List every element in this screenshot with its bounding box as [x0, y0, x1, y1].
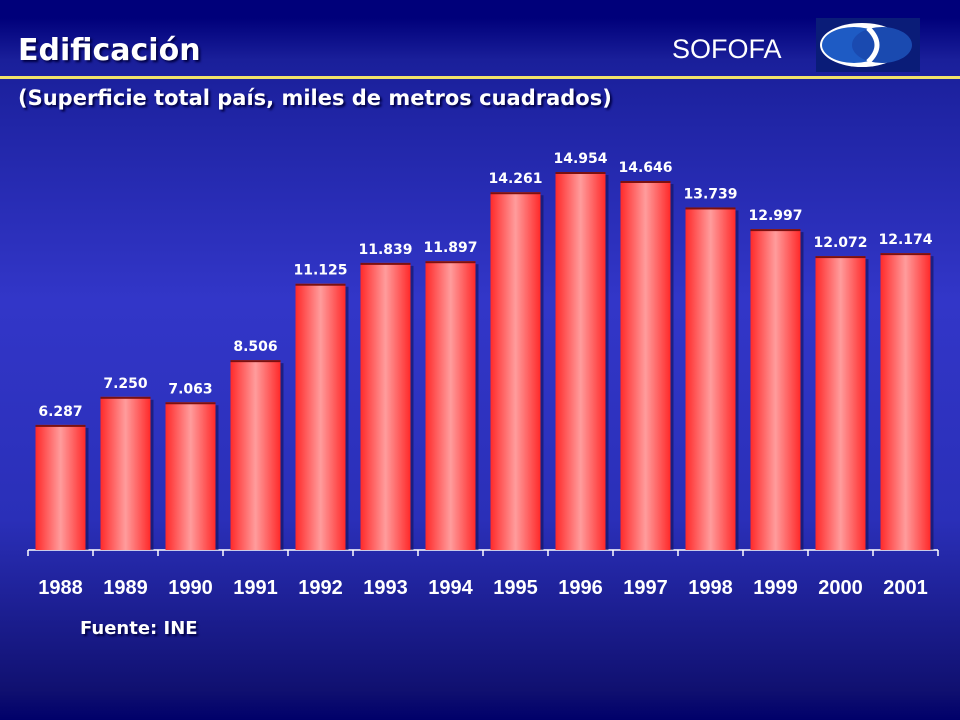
bar-top-edge	[425, 261, 476, 264]
x-tick-label: 1988	[38, 577, 83, 599]
chart-subtitle: (Superficie total país, miles de metros …	[18, 86, 612, 110]
data-label: 14.646	[618, 160, 672, 176]
bar-top-edge	[685, 207, 736, 210]
bar-top-edge	[620, 180, 671, 183]
source-note: Fuente: INE	[80, 618, 198, 639]
x-tick-label: 1998	[688, 577, 733, 599]
bar-top-edge	[555, 172, 606, 174]
x-tick-label: 1997	[623, 577, 668, 599]
data-label: 11.839	[358, 242, 412, 258]
bar	[685, 207, 736, 550]
data-label: 13.739	[683, 186, 737, 202]
bar-top-edge	[360, 262, 411, 265]
data-label: 7.063	[168, 381, 212, 397]
bar	[100, 396, 151, 550]
x-tick-label: 2001	[883, 577, 928, 599]
data-label: 12.072	[813, 235, 867, 251]
bar-top-edge	[815, 256, 866, 259]
x-tick-label: 1995	[493, 577, 538, 599]
bar	[880, 253, 931, 550]
data-label: 6.287	[38, 404, 82, 420]
bar-top-edge	[490, 192, 541, 195]
page-title: Edificación	[18, 33, 201, 68]
header-divider	[0, 76, 960, 79]
bar-top-edge	[100, 396, 151, 399]
data-label: 12.997	[748, 208, 802, 224]
sofofa-logo-icon	[816, 18, 920, 72]
bar	[815, 256, 866, 550]
data-label: 8.506	[233, 339, 277, 355]
data-label: 11.125	[293, 263, 347, 279]
bar-top-edge	[750, 229, 801, 232]
bar	[620, 180, 671, 550]
x-tick-label: 1990	[168, 577, 213, 599]
x-tick-label: 1999	[753, 577, 798, 599]
x-tick-label: 1992	[298, 577, 343, 599]
bar	[295, 283, 346, 550]
data-label: 7.250	[103, 376, 148, 392]
bar	[165, 402, 216, 550]
brand-name: SOFOFA	[672, 34, 782, 64]
bar	[750, 229, 801, 551]
x-tick-label: 1996	[558, 577, 603, 599]
bar	[425, 261, 476, 550]
x-tick-label: 1993	[363, 577, 408, 599]
bar	[360, 262, 411, 550]
x-tick-label: 1989	[103, 577, 148, 599]
bar	[230, 360, 281, 550]
bar-top-edge	[880, 253, 931, 256]
data-label: 12.174	[878, 232, 932, 248]
bar-top-edge	[35, 424, 86, 427]
bar	[35, 424, 86, 550]
bar-top-edge	[295, 283, 346, 286]
data-label: 11.897	[423, 240, 477, 256]
bar	[555, 172, 606, 550]
data-label: 14.954	[553, 151, 607, 167]
bar-top-edge	[230, 360, 281, 363]
bar-top-edge	[165, 402, 216, 405]
x-tick-label: 1994	[428, 577, 473, 599]
bar	[490, 192, 541, 550]
data-label: 14.261	[488, 171, 542, 187]
x-tick-label: 2000	[818, 577, 863, 599]
x-tick-label: 1991	[233, 577, 278, 599]
